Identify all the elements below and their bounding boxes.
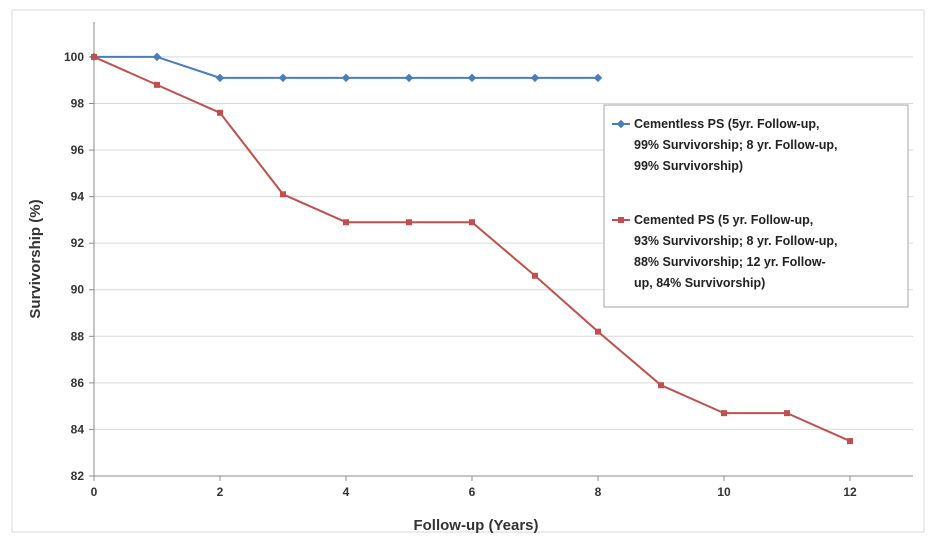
y-tick-label: 100 [64,50,84,64]
data-point [341,73,351,83]
legend-label: up, 84% Survivorship) [634,276,765,290]
x-axis-title: Follow-up (Years) [413,517,538,534]
legend-label: 93% Survivorship; 8 yr. Follow-up, [634,234,838,248]
data-point [217,109,223,116]
x-tick-label: 0 [91,485,98,499]
legend: Cementless PS (5yr. Follow-up, 99% Surviv… [603,104,909,308]
legend-label: 99% Survivorship; 8 yr. Follow-up, [634,138,838,152]
legend-label: 99% Survivorship) [634,159,743,173]
data-point [847,438,853,445]
data-point [154,81,160,88]
axes: 82 84 86 88 90 92 94 96 98 100 0 2 4 6 8 10 12 [64,22,913,499]
data-point [152,52,162,62]
x-tick-label: 2 [217,485,224,499]
data-point [215,73,225,83]
x-tick-label: 4 [343,485,350,499]
data-point [595,328,601,335]
data-point [721,410,727,417]
data-point [406,219,412,226]
y-tick-label: 96 [71,143,85,157]
y-tick-label: 88 [71,329,85,343]
series-1 [91,53,853,445]
x-tick-label: 8 [595,485,602,499]
x-tick-label: 12 [843,485,857,499]
y-tick-label: 94 [71,190,85,204]
data-point [278,73,288,83]
data-point [91,53,97,60]
data-point [343,219,349,226]
x-tick-label: 10 [717,485,731,499]
x-tick-label: 6 [469,485,476,499]
legend-label: Cemented PS (5 yr. Follow-up, [634,213,813,227]
legend-box [603,104,909,308]
y-tick-label: 98 [71,96,85,110]
data-point [658,382,664,389]
legend-label: 88% Survivorship; 12 yr. Follow- [634,255,826,269]
y-tick-label: 84 [71,422,85,436]
data-point [469,219,475,226]
data-point [784,410,790,417]
y-tick-label: 82 [71,469,85,483]
legend-swatch-marker [618,217,624,223]
y-tick-label: 86 [71,376,85,390]
y-tick-label: 90 [71,283,85,297]
data-point [467,73,477,83]
y-axis-title: Survivorship (%) [27,199,44,318]
data-point [404,73,414,83]
y-tick-label: 92 [71,236,85,250]
data-point [532,272,538,279]
data-point [280,191,286,198]
legend-label: Cementless PS (5yr. Follow-up, [634,117,819,131]
